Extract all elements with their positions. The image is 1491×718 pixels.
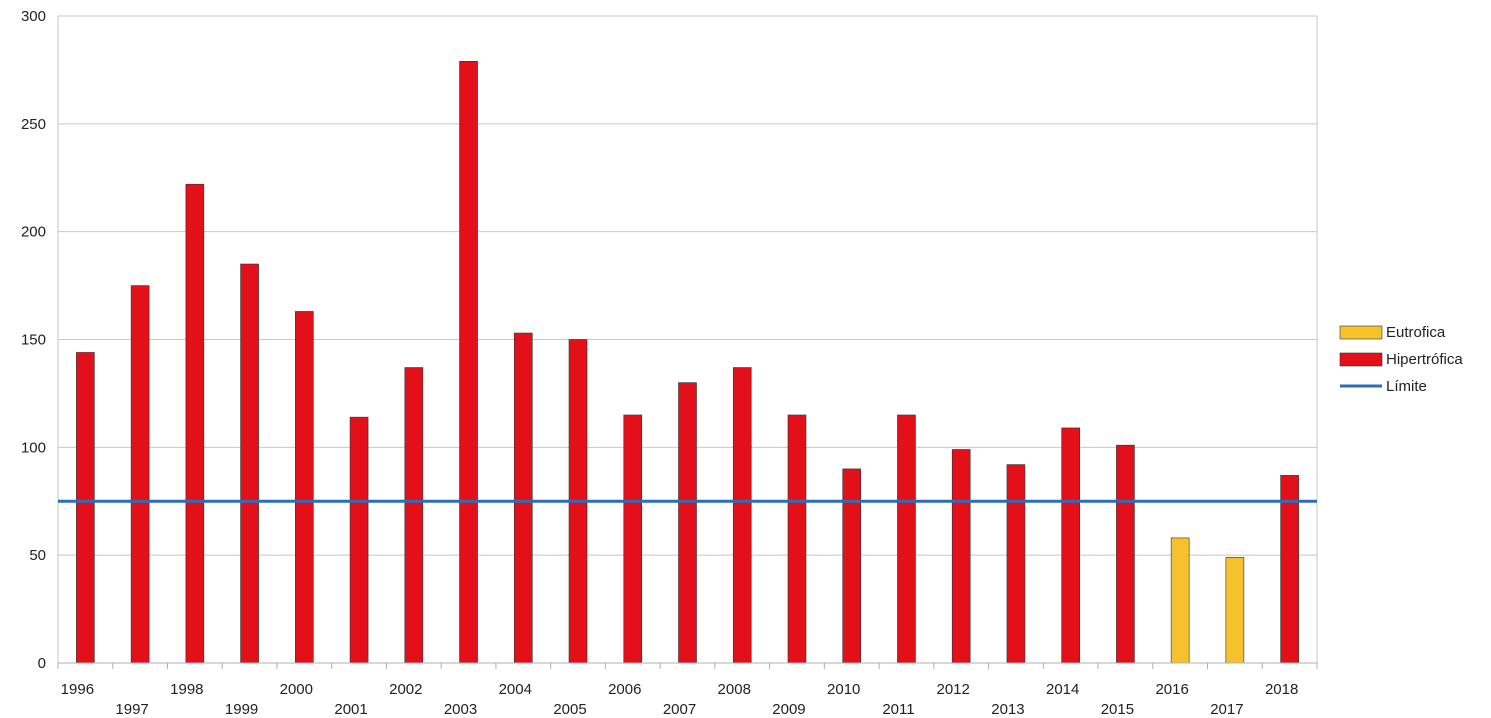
y-tick-label: 150 xyxy=(21,332,46,349)
bar-hipertr-fica-2006 xyxy=(623,414,643,664)
bar-hipertr-fica-1999 xyxy=(240,263,259,664)
y-axis: 0 50 100 150 200 250 300 xyxy=(21,8,46,672)
x-tick-label: 2013 xyxy=(991,701,1024,718)
bar-hipertr-fica-2015 xyxy=(1116,444,1135,664)
bar-eutrofica-2016 xyxy=(1170,537,1190,664)
bar-hipertr-fica-2001 xyxy=(349,416,369,664)
x-tick-label: 2016 xyxy=(1155,681,1188,698)
bar-hipertr-fica-2002 xyxy=(404,367,424,664)
bars xyxy=(76,60,1299,664)
x-tick-label: 2014 xyxy=(1046,681,1079,698)
bar-hipertr-fica-2011 xyxy=(897,414,916,664)
x-tick-label: 2000 xyxy=(280,681,313,698)
bar-hipertr-fica-1997 xyxy=(130,285,150,664)
x-tick-label: 1997 xyxy=(115,701,148,718)
y-tick-label: 100 xyxy=(21,439,46,456)
bar-hipertr-fica-2000 xyxy=(295,311,314,664)
bar-hipertr-fica-2018 xyxy=(1280,475,1299,664)
y-tick-label: 300 xyxy=(21,8,46,25)
x-tick-label: 2006 xyxy=(608,681,641,698)
bar-hipertr-fica-2012 xyxy=(951,449,971,664)
x-tick-label: 2010 xyxy=(827,681,860,698)
x-tick-label: 2004 xyxy=(499,681,532,698)
legend-label: Límite xyxy=(1386,378,1427,395)
x-tick-label: 2012 xyxy=(937,681,970,698)
bar-hipertr-fica-1996 xyxy=(76,352,95,664)
y-tick-label: 50 xyxy=(29,547,46,564)
y-tick-label: 250 xyxy=(21,116,46,133)
x-tick-label: 2001 xyxy=(334,701,367,718)
bar-hipertr-fica-2003 xyxy=(459,60,478,664)
x-tick-label: 2008 xyxy=(718,681,751,698)
bar-hipertr-fica-2004 xyxy=(513,332,533,664)
legend: Eutrofica Hipertrófica Límite xyxy=(1339,324,1463,395)
legend-item-hipertr-fica: Hipertrófica xyxy=(1339,351,1463,368)
y-tick-label: 200 xyxy=(21,224,46,241)
bar-hipertr-fica-2010 xyxy=(842,468,862,664)
x-tick-label: 2005 xyxy=(553,701,586,718)
legend-swatch xyxy=(1339,325,1383,340)
x-tick-label: 2003 xyxy=(444,701,477,718)
legend-item-eutrofica: Eutrofica xyxy=(1339,324,1446,341)
bar-hipertr-fica-2008 xyxy=(732,367,752,664)
x-tick-label: 2017 xyxy=(1210,701,1243,718)
bar-hipertr-fica-2009 xyxy=(787,414,807,664)
x-tick-label: 2002 xyxy=(389,681,422,698)
legend-item-l-mite: Límite xyxy=(1340,378,1427,395)
x-axis: 1996 1997 1998 1999 2000 2001 2002 2003 2004 2005… xyxy=(57,662,1318,718)
bar-hipertr-fica-2007 xyxy=(678,382,697,664)
legend-label: Eutrofica xyxy=(1386,324,1446,341)
bar-hipertr-fica-2013 xyxy=(1006,464,1026,664)
x-tick-label: 1996 xyxy=(61,681,94,698)
x-tick-label: 2009 xyxy=(772,701,805,718)
bar-eutrofica-2017 xyxy=(1225,557,1245,664)
legend-label: Hipertrófica xyxy=(1386,351,1463,368)
y-tick-label: 0 xyxy=(38,655,46,672)
bar-hipertr-fica-2014 xyxy=(1061,427,1080,664)
bar-hipertr-fica-1998 xyxy=(185,183,205,664)
x-tick-label: 1998 xyxy=(170,681,203,698)
x-tick-label: 2015 xyxy=(1101,701,1134,718)
x-tick-label: 2011 xyxy=(882,701,914,718)
x-tick-label: 2007 xyxy=(663,701,696,718)
legend-swatch xyxy=(1339,352,1383,367)
x-tick-label: 1999 xyxy=(225,701,258,718)
x-tick-label: 2018 xyxy=(1265,681,1298,698)
